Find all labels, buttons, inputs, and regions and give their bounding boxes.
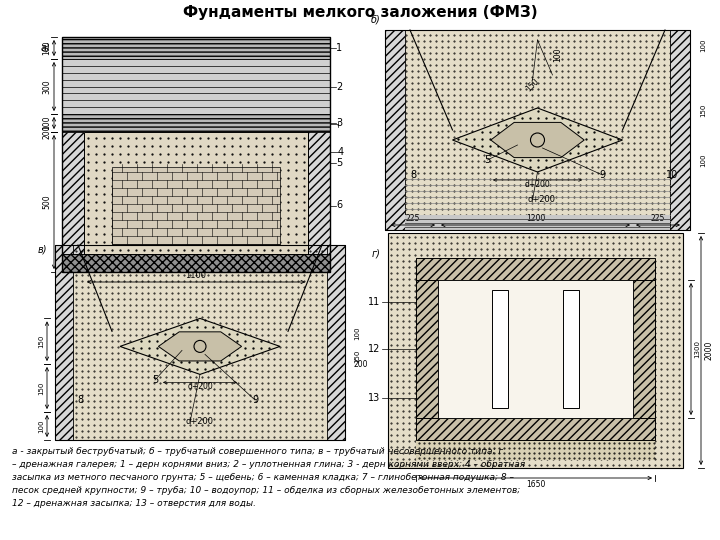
Bar — [55, 245, 73, 440]
Bar — [84, 132, 308, 254]
Text: 100: 100 — [700, 153, 706, 167]
Text: 225: 225 — [406, 214, 420, 223]
Text: 225: 225 — [651, 214, 665, 223]
Text: 2: 2 — [336, 82, 342, 91]
Polygon shape — [452, 108, 623, 172]
Text: 11: 11 — [368, 297, 380, 307]
Text: 200: 200 — [42, 125, 51, 139]
Text: 400: 400 — [189, 113, 203, 122]
Text: 9: 9 — [600, 170, 606, 180]
Bar — [405, 215, 670, 230]
Text: 100: 100 — [354, 327, 360, 340]
Bar — [55, 245, 345, 440]
Text: 300: 300 — [42, 79, 51, 94]
Bar — [112, 167, 280, 244]
Text: 8: 8 — [410, 170, 416, 180]
Text: 12: 12 — [368, 344, 380, 354]
Text: d+200: d+200 — [185, 417, 213, 427]
Text: 100: 100 — [42, 116, 51, 130]
Text: 6: 6 — [336, 200, 342, 211]
Bar — [55, 245, 345, 440]
Text: 10: 10 — [666, 170, 678, 180]
Text: d+200: d+200 — [528, 195, 556, 205]
Bar — [62, 114, 330, 132]
Text: 5: 5 — [336, 158, 342, 167]
Text: Фундаменты мелкого заложения (ФМЗ): Фундаменты мелкого заложения (ФМЗ) — [183, 5, 537, 21]
Bar — [670, 30, 690, 230]
Bar — [62, 37, 330, 272]
Bar — [385, 30, 690, 230]
Bar — [62, 59, 330, 114]
Text: 150: 150 — [700, 103, 706, 117]
Polygon shape — [491, 123, 584, 158]
Text: 2000: 2000 — [704, 341, 713, 360]
Text: 150: 150 — [91, 113, 105, 122]
Text: 3: 3 — [336, 118, 342, 128]
Polygon shape — [120, 319, 280, 374]
Bar — [84, 132, 308, 254]
Text: 400: 400 — [173, 230, 187, 239]
Text: 150: 150 — [524, 77, 541, 93]
Bar — [416, 258, 655, 280]
Text: 12 – дренажная засыпка; 13 – отверстия для воды.: 12 – дренажная засыпка; 13 – отверстия д… — [12, 499, 256, 508]
Text: б): б) — [370, 15, 380, 25]
Bar — [62, 37, 84, 272]
Bar — [492, 290, 508, 408]
Bar — [327, 245, 345, 440]
Text: 100: 100 — [228, 232, 242, 241]
Text: d+200: d+200 — [187, 382, 213, 392]
Text: 1200: 1200 — [526, 214, 545, 223]
Text: 1100: 1100 — [186, 271, 207, 280]
Text: 5: 5 — [485, 155, 490, 165]
Text: 13: 13 — [368, 393, 380, 403]
Text: 150: 150 — [38, 381, 44, 395]
Text: 200: 200 — [354, 360, 369, 369]
Bar — [388, 233, 683, 468]
Polygon shape — [158, 332, 242, 361]
Text: – дренажная галерея; 1 – дерн корнями вниз; 2 – уплотненная глина; 3 - дерн корн: – дренажная галерея; 1 – дерн корнями вн… — [12, 460, 525, 469]
Bar — [385, 30, 690, 230]
Text: 150: 150 — [145, 230, 161, 239]
Text: засыпка из метного песчаного грунта; 5 – щебень; 6 – каменная кладка; 7 – глиноб: засыпка из метного песчаного грунта; 5 –… — [12, 473, 514, 482]
Bar — [385, 30, 405, 230]
Bar — [416, 440, 655, 460]
Text: а): а) — [40, 42, 50, 52]
Text: г): г) — [371, 248, 380, 258]
Text: 100: 100 — [700, 38, 706, 52]
Bar — [416, 280, 438, 418]
Bar — [308, 37, 330, 272]
Text: 100: 100 — [38, 419, 44, 433]
Bar — [562, 290, 579, 408]
Text: 100: 100 — [553, 48, 562, 62]
Text: 150: 150 — [287, 113, 301, 122]
Text: 1: 1 — [336, 43, 342, 53]
Text: 1650: 1650 — [526, 480, 545, 489]
Text: 200: 200 — [316, 113, 330, 122]
Bar — [438, 280, 633, 418]
Text: 100: 100 — [42, 40, 51, 55]
Text: 150: 150 — [38, 334, 44, 348]
Bar — [62, 37, 330, 59]
Bar — [388, 233, 683, 468]
Text: 9: 9 — [252, 395, 258, 405]
Bar — [416, 418, 655, 440]
Text: а - закрытый беструбчатый; б – трубчатый совершенного типа; в – трубчатый несове: а - закрытый беструбчатый; б – трубчатый… — [12, 447, 503, 456]
Text: 1300: 1300 — [694, 340, 700, 358]
Text: 4: 4 — [338, 147, 344, 157]
Text: 150: 150 — [354, 350, 360, 363]
Bar — [633, 280, 655, 418]
Text: d+200: d+200 — [525, 180, 550, 189]
Text: 7: 7 — [336, 258, 342, 268]
Text: 5: 5 — [152, 375, 158, 385]
Text: в): в) — [37, 245, 47, 255]
Text: 500: 500 — [42, 195, 51, 210]
Text: песок средней крупности; 9 – труба; 10 – водоупор; 11 – обделка из сборных желез: песок средней крупности; 9 – труба; 10 –… — [12, 486, 521, 495]
Text: 8: 8 — [77, 395, 83, 405]
Bar — [62, 37, 330, 272]
Bar — [62, 254, 330, 272]
